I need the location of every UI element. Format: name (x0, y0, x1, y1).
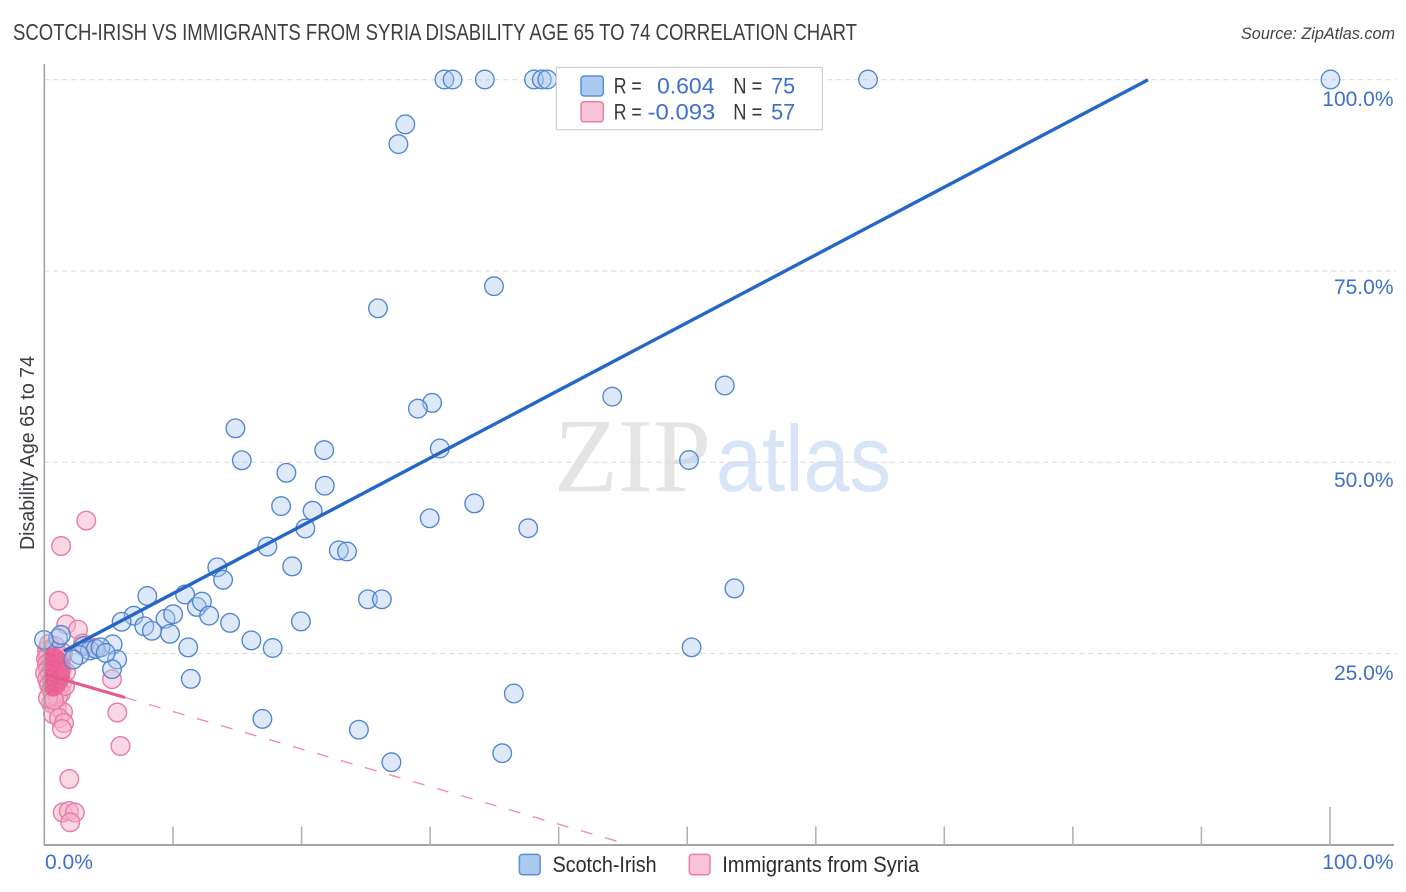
svg-text:N =: N = (733, 99, 762, 124)
svg-text:75: 75 (771, 74, 795, 99)
svg-text:100.0%: 100.0% (1322, 88, 1393, 111)
svg-text:Source: ZipAtlas.com: Source: ZipAtlas.com (1241, 24, 1395, 43)
svg-text:100.0%: 100.0% (1322, 851, 1393, 874)
svg-text:57: 57 (771, 99, 795, 124)
svg-text:0.604: 0.604 (657, 74, 715, 99)
svg-text:75.0%: 75.0% (1334, 276, 1394, 299)
svg-text:-0.093: -0.093 (648, 99, 716, 124)
svg-text:0.0%: 0.0% (45, 851, 93, 874)
svg-text:R =: R = (614, 74, 642, 99)
svg-text:Immigrants from Syria: Immigrants from Syria (722, 852, 920, 877)
svg-text:R =: R = (614, 99, 642, 124)
svg-text:25.0%: 25.0% (1334, 662, 1394, 685)
svg-text:Disability Age 65 to 74: Disability Age 65 to 74 (17, 356, 39, 550)
svg-text:atlas: atlas (716, 406, 891, 511)
svg-text:Scotch-Irish: Scotch-Irish (553, 852, 657, 877)
svg-text:SCOTCH-IRISH VS IMMIGRANTS FRO: SCOTCH-IRISH VS IMMIGRANTS FROM SYRIA DI… (13, 19, 857, 45)
svg-text:N =: N = (733, 74, 762, 99)
svg-text:50.0%: 50.0% (1334, 469, 1394, 492)
svg-text:ZIP: ZIP (554, 397, 711, 514)
